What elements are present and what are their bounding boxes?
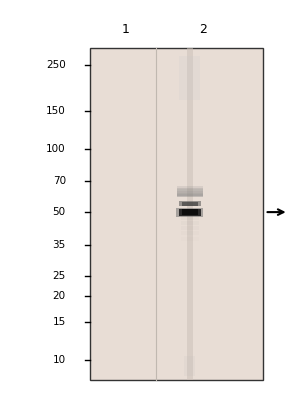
Text: 50: 50	[53, 207, 66, 217]
Bar	[179, 56, 200, 100]
Text: 15: 15	[53, 317, 66, 327]
Bar	[177, 194, 203, 198]
Text: 25: 25	[53, 271, 66, 281]
Bar	[182, 202, 198, 206]
Bar	[177, 190, 203, 193]
Bar	[184, 356, 195, 376]
Text: 150: 150	[46, 106, 66, 116]
Text: 1: 1	[122, 23, 129, 36]
Text: 250: 250	[46, 60, 66, 70]
Text: 35: 35	[53, 240, 66, 250]
Bar	[181, 216, 199, 220]
Bar	[177, 188, 203, 191]
Bar	[182, 209, 198, 215]
Text: 20: 20	[53, 291, 66, 301]
Text: 10: 10	[53, 354, 66, 364]
Bar	[177, 193, 203, 196]
Text: 70: 70	[53, 176, 66, 186]
Bar	[179, 208, 201, 216]
Bar	[181, 221, 199, 225]
Bar	[90, 48, 263, 380]
Bar	[181, 226, 199, 230]
Text: 2: 2	[199, 23, 207, 36]
Bar	[187, 48, 193, 380]
Bar	[177, 191, 203, 194]
Bar	[177, 186, 203, 190]
Bar	[181, 231, 199, 235]
Bar	[181, 236, 199, 240]
Bar	[176, 208, 203, 216]
Text: 100: 100	[46, 144, 66, 154]
Bar	[179, 201, 201, 206]
